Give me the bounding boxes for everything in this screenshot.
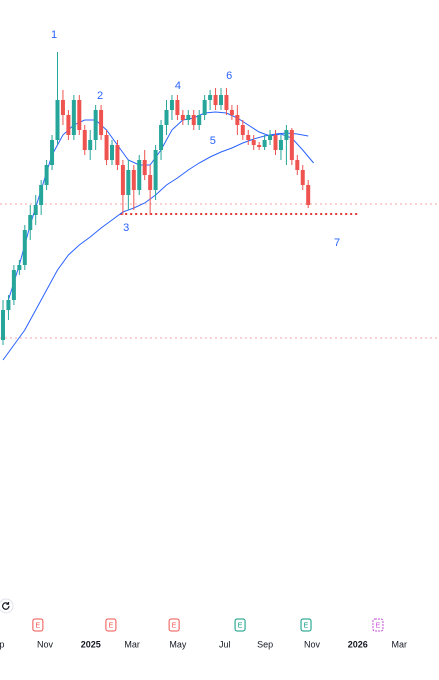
candle-body: [278, 140, 283, 150]
candle-body: [273, 135, 278, 150]
candle-body: [169, 100, 174, 110]
earnings-event[interactable]: E: [168, 618, 180, 632]
x-tick-label: Mar: [391, 639, 407, 649]
candle-body: [295, 160, 300, 170]
candle-body: [148, 175, 153, 190]
event-box[interactable]: [168, 618, 180, 632]
candle-body: [153, 150, 158, 190]
earnings-event[interactable]: E: [32, 618, 44, 632]
candle-body: [126, 170, 131, 195]
candle-body: [88, 140, 93, 150]
x-tick-label: Nov: [304, 639, 321, 649]
candle-body: [251, 140, 256, 145]
event-box[interactable]: [32, 618, 44, 632]
event-label[interactable]: E: [238, 622, 243, 629]
event-label[interactable]: E: [36, 622, 41, 629]
candle-body: [71, 100, 76, 135]
candle-body: [109, 145, 114, 160]
candle-body: [33, 205, 38, 215]
event-label[interactable]: E: [172, 622, 177, 629]
candle-body: [246, 135, 251, 140]
reset-arrow[interactable]: [6, 602, 10, 605]
x-tick-label: Jul: [219, 639, 231, 649]
earnings-event[interactable]: E: [300, 618, 312, 632]
candle-body: [306, 185, 311, 205]
wave-label: 2: [97, 90, 103, 102]
candle-body: [50, 140, 55, 165]
reset-icon[interactable]: [2, 602, 10, 610]
wave-label: 3: [123, 222, 129, 234]
candle-body: [39, 185, 44, 205]
wave-label: 6: [226, 70, 232, 82]
candle-body: [60, 100, 65, 115]
candle-body: [142, 160, 147, 175]
candle-body: [104, 135, 109, 160]
candle-body: [197, 115, 202, 125]
candle-body: [77, 100, 82, 130]
event-label[interactable]: E: [304, 622, 309, 629]
candle-body: [191, 115, 196, 125]
candle-body: [131, 170, 136, 190]
candle-body: [208, 95, 213, 100]
candle-body: [175, 100, 180, 115]
candle-body: [218, 95, 223, 105]
candle-body: [268, 135, 273, 140]
event-label[interactable]: E: [376, 622, 381, 629]
event-box[interactable]: [234, 618, 246, 632]
candle-body: [55, 100, 60, 140]
x-tick-label: p: [0, 639, 4, 649]
candle-body: [22, 230, 27, 265]
x-tick-label: May: [169, 639, 187, 649]
candle-body: [202, 100, 207, 115]
reset-bg[interactable]: [0, 598, 14, 614]
wave-label: 7: [334, 237, 340, 249]
candle-body: [240, 125, 245, 135]
candle-body: [289, 130, 294, 160]
candle-body: [224, 95, 229, 110]
candle-body: [164, 110, 169, 125]
candle-body: [120, 165, 125, 195]
candle-body: [82, 130, 87, 150]
candle-body: [300, 170, 305, 185]
candle-body: [257, 145, 262, 147]
event-box[interactable]: [300, 618, 312, 632]
candle-body: [28, 215, 33, 230]
candle-body: [213, 95, 218, 105]
candle-body: [0, 310, 5, 340]
candle-body: [6, 300, 11, 310]
wave-label: 4: [175, 80, 181, 92]
event-label[interactable]: E: [109, 622, 114, 629]
candle-body: [235, 115, 240, 125]
event-box[interactable]: [105, 618, 117, 632]
candle-body: [159, 125, 164, 150]
candle-body: [137, 160, 142, 190]
candle-body: [115, 145, 120, 165]
wave-label: 5: [210, 135, 216, 147]
event-box[interactable]: [372, 618, 384, 632]
candle-body: [93, 110, 98, 140]
candle-body: [17, 265, 22, 270]
x-tick-label: Mar: [124, 639, 140, 649]
earnings-event[interactable]: E: [105, 618, 117, 632]
candle-body: [284, 130, 289, 140]
wave-label: 1: [51, 29, 57, 41]
candle-body: [99, 110, 104, 135]
candle-body: [66, 115, 71, 135]
candle-body: [229, 110, 234, 115]
x-tick-label: 2025: [81, 639, 101, 649]
x-tick-label: 2026: [348, 639, 368, 649]
earnings-event[interactable]: E: [234, 618, 246, 632]
candle-body: [262, 140, 267, 147]
candle-body: [44, 165, 49, 185]
candle-body: [186, 115, 191, 120]
candle-body: [11, 270, 16, 300]
reset-button[interactable]: [0, 598, 14, 614]
x-tick-label: Nov: [37, 639, 54, 649]
candle-body: [180, 115, 185, 120]
x-tick-label: Sep: [257, 639, 273, 649]
earnings-event[interactable]: E: [372, 618, 384, 632]
